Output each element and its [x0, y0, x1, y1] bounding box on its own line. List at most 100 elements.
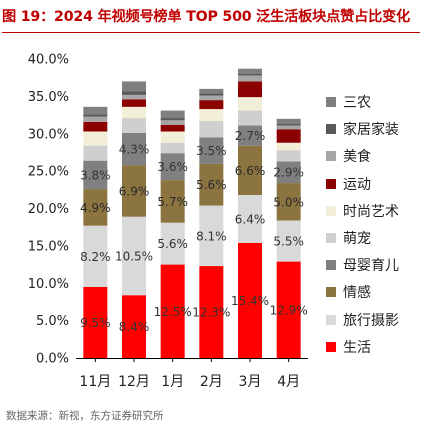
data-label: 5.0% [273, 195, 304, 209]
bar-segment [160, 120, 185, 125]
bar-stacks [83, 68, 301, 358]
bar-segment [83, 286, 108, 358]
bar-segment [276, 124, 301, 126]
bar-segment [122, 94, 146, 100]
bar-segment [199, 95, 224, 101]
y-tick-label: 10.0% [28, 277, 69, 292]
title-underline [2, 32, 420, 33]
data-label: 6.4% [235, 212, 266, 226]
legend-swatch [326, 260, 336, 271]
y-tick-label: 25.0% [28, 165, 69, 180]
bar-segment [276, 183, 301, 221]
bar-segment [83, 225, 108, 287]
x-tick-label: 3月 [239, 374, 262, 390]
bar-segment [238, 73, 262, 76]
data-label: 6.9% [119, 184, 150, 198]
bar-segment [238, 75, 262, 82]
y-axis-ticks: 0.0% 5.0% 10.0% 15.0% 20.0% 25.0% 30.0% 35.0% 40… [28, 53, 69, 367]
bar-value-labels: 9.5% 8.2% 4.9% 3.8% 8.4% 10.5% 6.9% 4.3% 12.5% 5.… [80, 129, 308, 334]
data-label: 4.3% [119, 143, 150, 157]
bar-segment [83, 160, 108, 190]
bar-segment [199, 205, 224, 267]
legend-swatch [326, 287, 336, 298]
bar-segment [238, 145, 262, 196]
data-label: 12.5% [154, 305, 192, 319]
data-label: 5.5% [273, 235, 304, 249]
y-tick-label: 15.0% [28, 239, 69, 254]
legend-item: 情感 [326, 282, 371, 302]
legend-swatch [326, 151, 336, 162]
legend-swatch [326, 341, 336, 352]
bar-segment [238, 110, 262, 126]
bar-segment [160, 264, 185, 358]
data-label: 5.7% [157, 195, 188, 209]
legend-item: 时尚艺术 [326, 201, 399, 221]
bar-segment [83, 106, 108, 115]
bar-segment [276, 118, 301, 125]
bar-segment [276, 142, 301, 151]
bar-segment [83, 189, 108, 226]
bar-segment [276, 261, 301, 358]
bar-segment [83, 116, 108, 122]
bar-segment [199, 93, 224, 96]
bar-segment [122, 99, 146, 107]
y-tick-label: 40.0% [28, 53, 69, 68]
x-tick-label: 11月 [79, 374, 111, 390]
legend-label: 运动 [343, 176, 371, 193]
y-tick-label: 30.0% [28, 127, 69, 142]
legend-swatch [326, 178, 336, 189]
bar-segment [276, 125, 301, 130]
bar-segment [83, 131, 108, 146]
x-tick-label: 4月 [277, 374, 300, 390]
data-label: 9.5% [80, 316, 111, 330]
data-label: 3.5% [196, 144, 227, 158]
legend-label: 萌宠 [343, 231, 371, 247]
bar-segment [122, 133, 146, 166]
data-label: 8.2% [80, 250, 111, 264]
bar-segment [83, 121, 108, 132]
x-tick-label: 12月 [118, 374, 150, 390]
bar-segment [199, 163, 224, 206]
legend-item: 萌宠 [326, 228, 371, 248]
bar-segment [199, 137, 224, 164]
bar-segment [199, 88, 224, 94]
bar-segment [276, 161, 301, 184]
y-tick-label: 20.0% [28, 202, 69, 217]
data-label: 5.6% [196, 178, 227, 192]
legend-swatch [326, 233, 336, 243]
legend-label: 三农 [343, 95, 371, 111]
legend-item: 三农 [326, 92, 371, 112]
data-label: 4.9% [80, 201, 111, 215]
legend-item: 家居家装 [326, 119, 399, 139]
bar-segment [160, 222, 185, 265]
bar-segment [238, 195, 262, 243]
legend-item: 生活 [326, 337, 371, 357]
bar-segment [160, 180, 185, 223]
legend-label: 生活 [343, 339, 371, 356]
y-tick-label: 5.0% [36, 314, 69, 329]
bar-segment [122, 118, 146, 134]
x-axis-ticks: 11月 12月 1月 2月 3月 4月 [79, 358, 300, 390]
data-label: 12.9% [270, 303, 308, 317]
x-tick-label: 2月 [200, 374, 223, 390]
bar-segment [238, 68, 262, 74]
bar-segment [199, 100, 224, 110]
data-label: 8.1% [196, 229, 227, 243]
bar-segment [160, 142, 185, 154]
bar-segment [160, 118, 185, 121]
data-label: 8.4% [119, 320, 150, 334]
data-label: 3.8% [80, 168, 111, 182]
legend-label: 情感 [343, 285, 371, 302]
bar-segment [122, 216, 146, 296]
bar-segment [160, 124, 185, 132]
bar-segment [238, 125, 262, 146]
legend-swatch [326, 124, 336, 135]
data-label: 6.6% [235, 164, 266, 178]
y-tick-label: 35.0% [28, 90, 69, 105]
x-tick-label: 1月 [161, 374, 184, 390]
bar-segment [238, 97, 262, 111]
bar-segment [199, 109, 224, 122]
bar-segment [199, 121, 224, 138]
bar-segment [160, 153, 185, 181]
